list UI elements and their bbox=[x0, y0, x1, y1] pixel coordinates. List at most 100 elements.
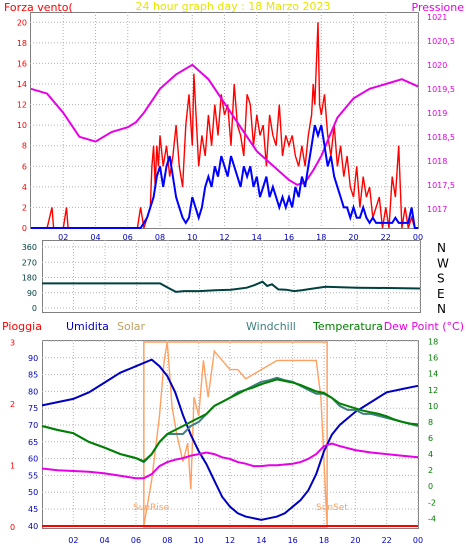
humidity-line bbox=[41, 358, 419, 521]
pressure-tick-label: 1017,5 bbox=[427, 181, 455, 190]
pressure-tick-labels: 1017 1017,5 1018 1018,5 1019 1019,5 1020 1020,5… bbox=[427, 13, 455, 214]
hour-tick-label: 02 bbox=[68, 536, 78, 545]
direction-degree-labels: 360 270 180 90 0 bbox=[22, 243, 37, 313]
sunrise-label: SunRise bbox=[133, 503, 170, 513]
pressure-tick-label: 1020 bbox=[427, 61, 447, 70]
hour-tick-label: 14 bbox=[252, 233, 262, 242]
hour-tick-label: 14 bbox=[256, 536, 266, 545]
temperature-humidity-panel: Pioggia Umidita Solar Windchill Temperat… bbox=[2, 320, 464, 545]
pressure-line bbox=[30, 63, 419, 186]
pressure-tick-label: 1017 bbox=[427, 205, 447, 214]
humidity-tick-label: 40 bbox=[28, 522, 38, 531]
wind-panel-grid bbox=[30, 12, 419, 228]
humidity-tick-label: 55 bbox=[28, 471, 38, 480]
humidity-tick-labels: 90 85 80 75 70 65 60 55 50 45 40 bbox=[28, 354, 38, 531]
wind-axis-label: Forza vento( bbox=[4, 1, 73, 14]
chart-title: 24 hour graph day : 18 Marzo 2023 bbox=[135, 0, 330, 13]
compass-label: E bbox=[437, 287, 445, 301]
rain-tick-labels: 3 2 1 0 bbox=[10, 339, 15, 533]
wind-mean-line bbox=[31, 124, 418, 229]
wind-tick-label: 14 bbox=[17, 80, 27, 89]
hour-tick-label: 04 bbox=[90, 233, 100, 242]
solar-label: Solar bbox=[117, 320, 146, 333]
compass-label: S bbox=[437, 272, 445, 286]
wind-speed-tick-labels: 0 2 4 6 8 10 12 14 16 18 20 bbox=[17, 18, 27, 233]
hour-tick-label: 16 bbox=[288, 536, 298, 545]
temperature-line bbox=[41, 378, 419, 463]
rain-label: Pioggia bbox=[2, 320, 42, 333]
pressure-tick-label: 1020,5 bbox=[427, 37, 455, 46]
hour-tick-label: 12 bbox=[225, 536, 235, 545]
hour-tick-label: 16 bbox=[284, 233, 294, 242]
wind-tick-label: 2 bbox=[22, 203, 27, 212]
temperature-tick-label: 4 bbox=[428, 450, 433, 459]
degree-tick-label: 0 bbox=[32, 304, 37, 313]
wind-tick-label: 10 bbox=[17, 121, 27, 130]
degree-tick-label: 360 bbox=[22, 243, 37, 252]
humidity-label: Umidita bbox=[66, 320, 109, 333]
temperature-tick-label: 8 bbox=[428, 418, 433, 427]
temperature-tick-label: 14 bbox=[428, 370, 438, 379]
humidity-tick-label: 50 bbox=[28, 488, 38, 497]
hour-tick-label: 06 bbox=[123, 233, 133, 242]
humidity-tick-label: 45 bbox=[28, 505, 38, 514]
hour-tick-label: 20 bbox=[350, 536, 360, 545]
direction-panel-series bbox=[42, 280, 421, 293]
dewpoint-line bbox=[41, 442, 419, 480]
hour-tick-label: 18 bbox=[316, 233, 326, 242]
temperature-tick-label: 12 bbox=[428, 386, 438, 395]
hour-tick-label: 12 bbox=[219, 233, 229, 242]
temperature-tick-label: 10 bbox=[428, 402, 438, 411]
humidity-tick-label: 75 bbox=[28, 404, 38, 413]
wind-panel-series bbox=[30, 22, 419, 229]
hour-tick-label: 02 bbox=[58, 233, 68, 242]
wind-tick-label: 18 bbox=[17, 39, 27, 48]
humidity-tick-label: 65 bbox=[28, 438, 38, 447]
sunset-label: SunSet bbox=[316, 503, 348, 513]
hour-tick-label: 06 bbox=[131, 536, 141, 545]
windchill-label: Windchill bbox=[246, 320, 296, 333]
compass-label: N bbox=[437, 241, 446, 255]
rain-tick-label: 3 bbox=[10, 339, 15, 348]
pressure-tick-label: 1018 bbox=[427, 157, 447, 166]
solar-line bbox=[143, 341, 328, 527]
temperature-panel-legend: Pioggia Umidita Solar Windchill Temperat… bbox=[2, 320, 464, 333]
hour-tick-label: 20 bbox=[348, 233, 358, 242]
wind-tick-label: 16 bbox=[17, 59, 27, 68]
wind-tick-label: 20 bbox=[17, 18, 27, 27]
temperature-tick-label: 2 bbox=[428, 466, 433, 475]
wind-tick-label: 12 bbox=[17, 101, 27, 110]
hour-tick-label: 08 bbox=[155, 233, 165, 242]
humidity-tick-label: 85 bbox=[28, 371, 38, 380]
temperature-tick-label: -4 bbox=[428, 514, 436, 523]
degree-tick-label: 90 bbox=[27, 289, 37, 298]
pressure-axis-label: Pressione bbox=[412, 1, 465, 14]
wind-gust-line bbox=[31, 22, 418, 229]
humidity-tick-label: 90 bbox=[28, 354, 38, 363]
temperature-tick-label: -2 bbox=[428, 498, 436, 507]
pressure-tick-label: 1021 bbox=[427, 13, 447, 22]
pressure-tick-label: 1018,5 bbox=[427, 133, 455, 142]
temperature-tick-labels: 18 16 14 12 10 8 6 4 2 0 -2 -4 bbox=[428, 338, 438, 524]
degree-tick-label: 180 bbox=[22, 274, 37, 283]
hour-tick-label: 00 bbox=[413, 233, 423, 242]
temperature-panel-hour-labels: 02 04 06 08 10 12 14 16 18 20 22 00 bbox=[68, 536, 423, 545]
hour-tick-label: 22 bbox=[382, 536, 392, 545]
wind-direction-line bbox=[42, 280, 421, 293]
rain-tick-label: 0 bbox=[10, 523, 15, 532]
hour-tick-label: 08 bbox=[162, 536, 172, 545]
wind-tick-label: 6 bbox=[22, 162, 27, 171]
wind-tick-label: 4 bbox=[22, 183, 27, 192]
wind-tick-label: 8 bbox=[22, 142, 27, 151]
humidity-tick-label: 70 bbox=[28, 421, 38, 430]
hour-tick-label: 00 bbox=[413, 536, 423, 545]
hour-tick-label: 18 bbox=[319, 536, 329, 545]
wind-panel-hour-labels: 02 04 06 08 10 12 14 16 18 20 22 00 bbox=[58, 233, 423, 242]
degree-tick-label: 270 bbox=[22, 258, 37, 267]
hour-tick-label: 04 bbox=[100, 536, 110, 545]
temperature-tick-label: 6 bbox=[428, 434, 433, 443]
wind-pressure-panel: 02 4 6 8 10 12 14 16 18 20 1017 1017,5 1018 1018,5 10… bbox=[4, 0, 464, 242]
